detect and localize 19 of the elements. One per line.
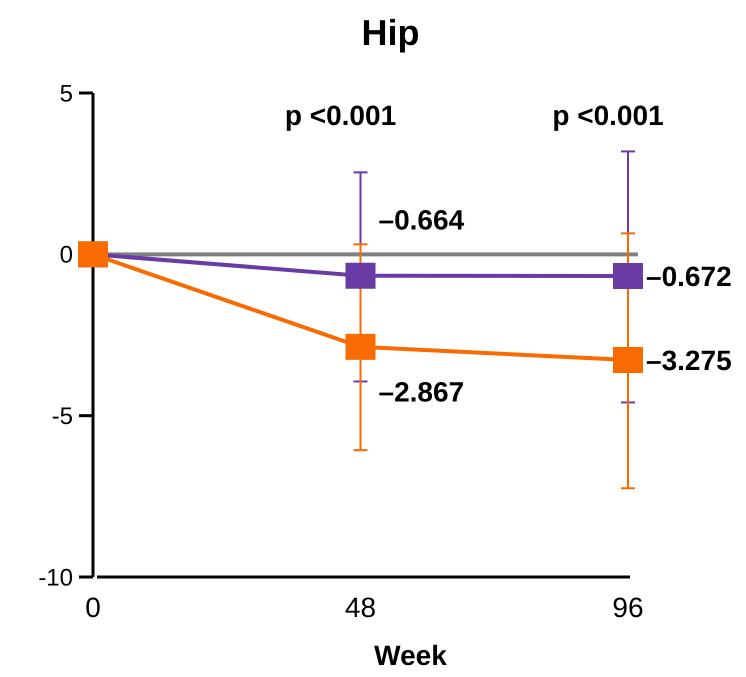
data-label: –3.275 bbox=[646, 344, 732, 376]
point bbox=[613, 347, 643, 374]
y-tick-label: 5 bbox=[60, 80, 73, 108]
data-label: –0.672 bbox=[646, 260, 732, 292]
point bbox=[346, 334, 376, 360]
point bbox=[613, 263, 643, 290]
data-label: –2.867 bbox=[378, 376, 464, 408]
x-axis-title: Week bbox=[374, 640, 448, 671]
y-tick-label: -5 bbox=[52, 403, 73, 430]
data-label: –0.664 bbox=[378, 204, 465, 236]
y-tick-label: -10 bbox=[38, 564, 73, 592]
y-tick-label: 0 bbox=[60, 242, 73, 269]
annotation: p <0.001 bbox=[284, 100, 396, 131]
x-tick-label: 96 bbox=[612, 592, 644, 623]
x-tick-label: 48 bbox=[344, 592, 376, 623]
x-tick-label: 0 bbox=[85, 592, 101, 623]
point bbox=[346, 262, 376, 289]
chart-title: Hip bbox=[362, 12, 420, 53]
annotation: p <0.001 bbox=[552, 100, 664, 131]
